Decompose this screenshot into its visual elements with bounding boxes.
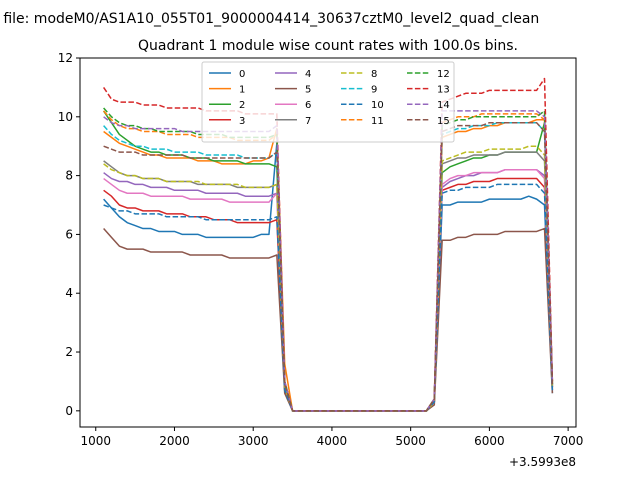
x-tick-label: 3000 bbox=[238, 434, 269, 448]
x-tick-label: 2000 bbox=[159, 434, 190, 448]
y-tick-label: 12 bbox=[58, 51, 73, 65]
y-tick-label: 0 bbox=[65, 404, 73, 418]
series-line-11 bbox=[103, 110, 554, 412]
x-offset-label: +3.5993e8 bbox=[509, 455, 576, 469]
series-line-15 bbox=[103, 121, 554, 412]
legend-label-1: 1 bbox=[239, 85, 245, 96]
legend-label-0: 0 bbox=[239, 69, 245, 80]
y-axis: 0 2 4 6 8 10 12 bbox=[58, 51, 80, 418]
series-layer bbox=[102, 77, 554, 412]
x-axis: 1000 2000 3000 4000 5000 6000 7000 bbox=[80, 427, 583, 448]
series-line-14 bbox=[103, 110, 554, 412]
x-tick-label: 4000 bbox=[317, 434, 348, 448]
legend-label-2: 2 bbox=[239, 100, 245, 111]
x-tick-label: 6000 bbox=[474, 434, 505, 448]
legend-label-13: 13 bbox=[437, 85, 450, 96]
y-tick-label: 8 bbox=[65, 169, 73, 183]
legend-label-4: 4 bbox=[305, 69, 311, 80]
legend-label-9: 9 bbox=[371, 85, 377, 96]
legend-label-3: 3 bbox=[239, 116, 245, 127]
chart-title: Quadrant 1 module wise count rates with … bbox=[138, 38, 518, 54]
legend-label-5: 5 bbox=[305, 85, 311, 96]
y-tick-label: 10 bbox=[58, 110, 73, 124]
legend-label-7: 7 bbox=[305, 116, 311, 127]
legend-label-15: 15 bbox=[437, 116, 450, 127]
legend-label-8: 8 bbox=[371, 69, 377, 80]
y-tick-label: 2 bbox=[65, 345, 73, 359]
legend-label-12: 12 bbox=[437, 69, 450, 80]
y-tick-label: 4 bbox=[65, 286, 73, 300]
x-tick-label: 1000 bbox=[80, 434, 111, 448]
legend-box bbox=[201, 61, 455, 143]
x-tick-label: 7000 bbox=[553, 434, 584, 448]
axes-frame bbox=[79, 57, 577, 428]
x-tick-label: 5000 bbox=[395, 434, 426, 448]
suptitle: n file: modeM0/AS1A10_055T01_9000004414_… bbox=[0, 11, 539, 27]
legend-label-11: 11 bbox=[371, 116, 384, 127]
legend-label-6: 6 bbox=[305, 100, 311, 111]
legend-label-10: 10 bbox=[371, 100, 384, 111]
legend-label-14: 14 bbox=[437, 100, 450, 111]
series-line-8 bbox=[103, 145, 554, 412]
y-tick-label: 6 bbox=[65, 227, 73, 241]
